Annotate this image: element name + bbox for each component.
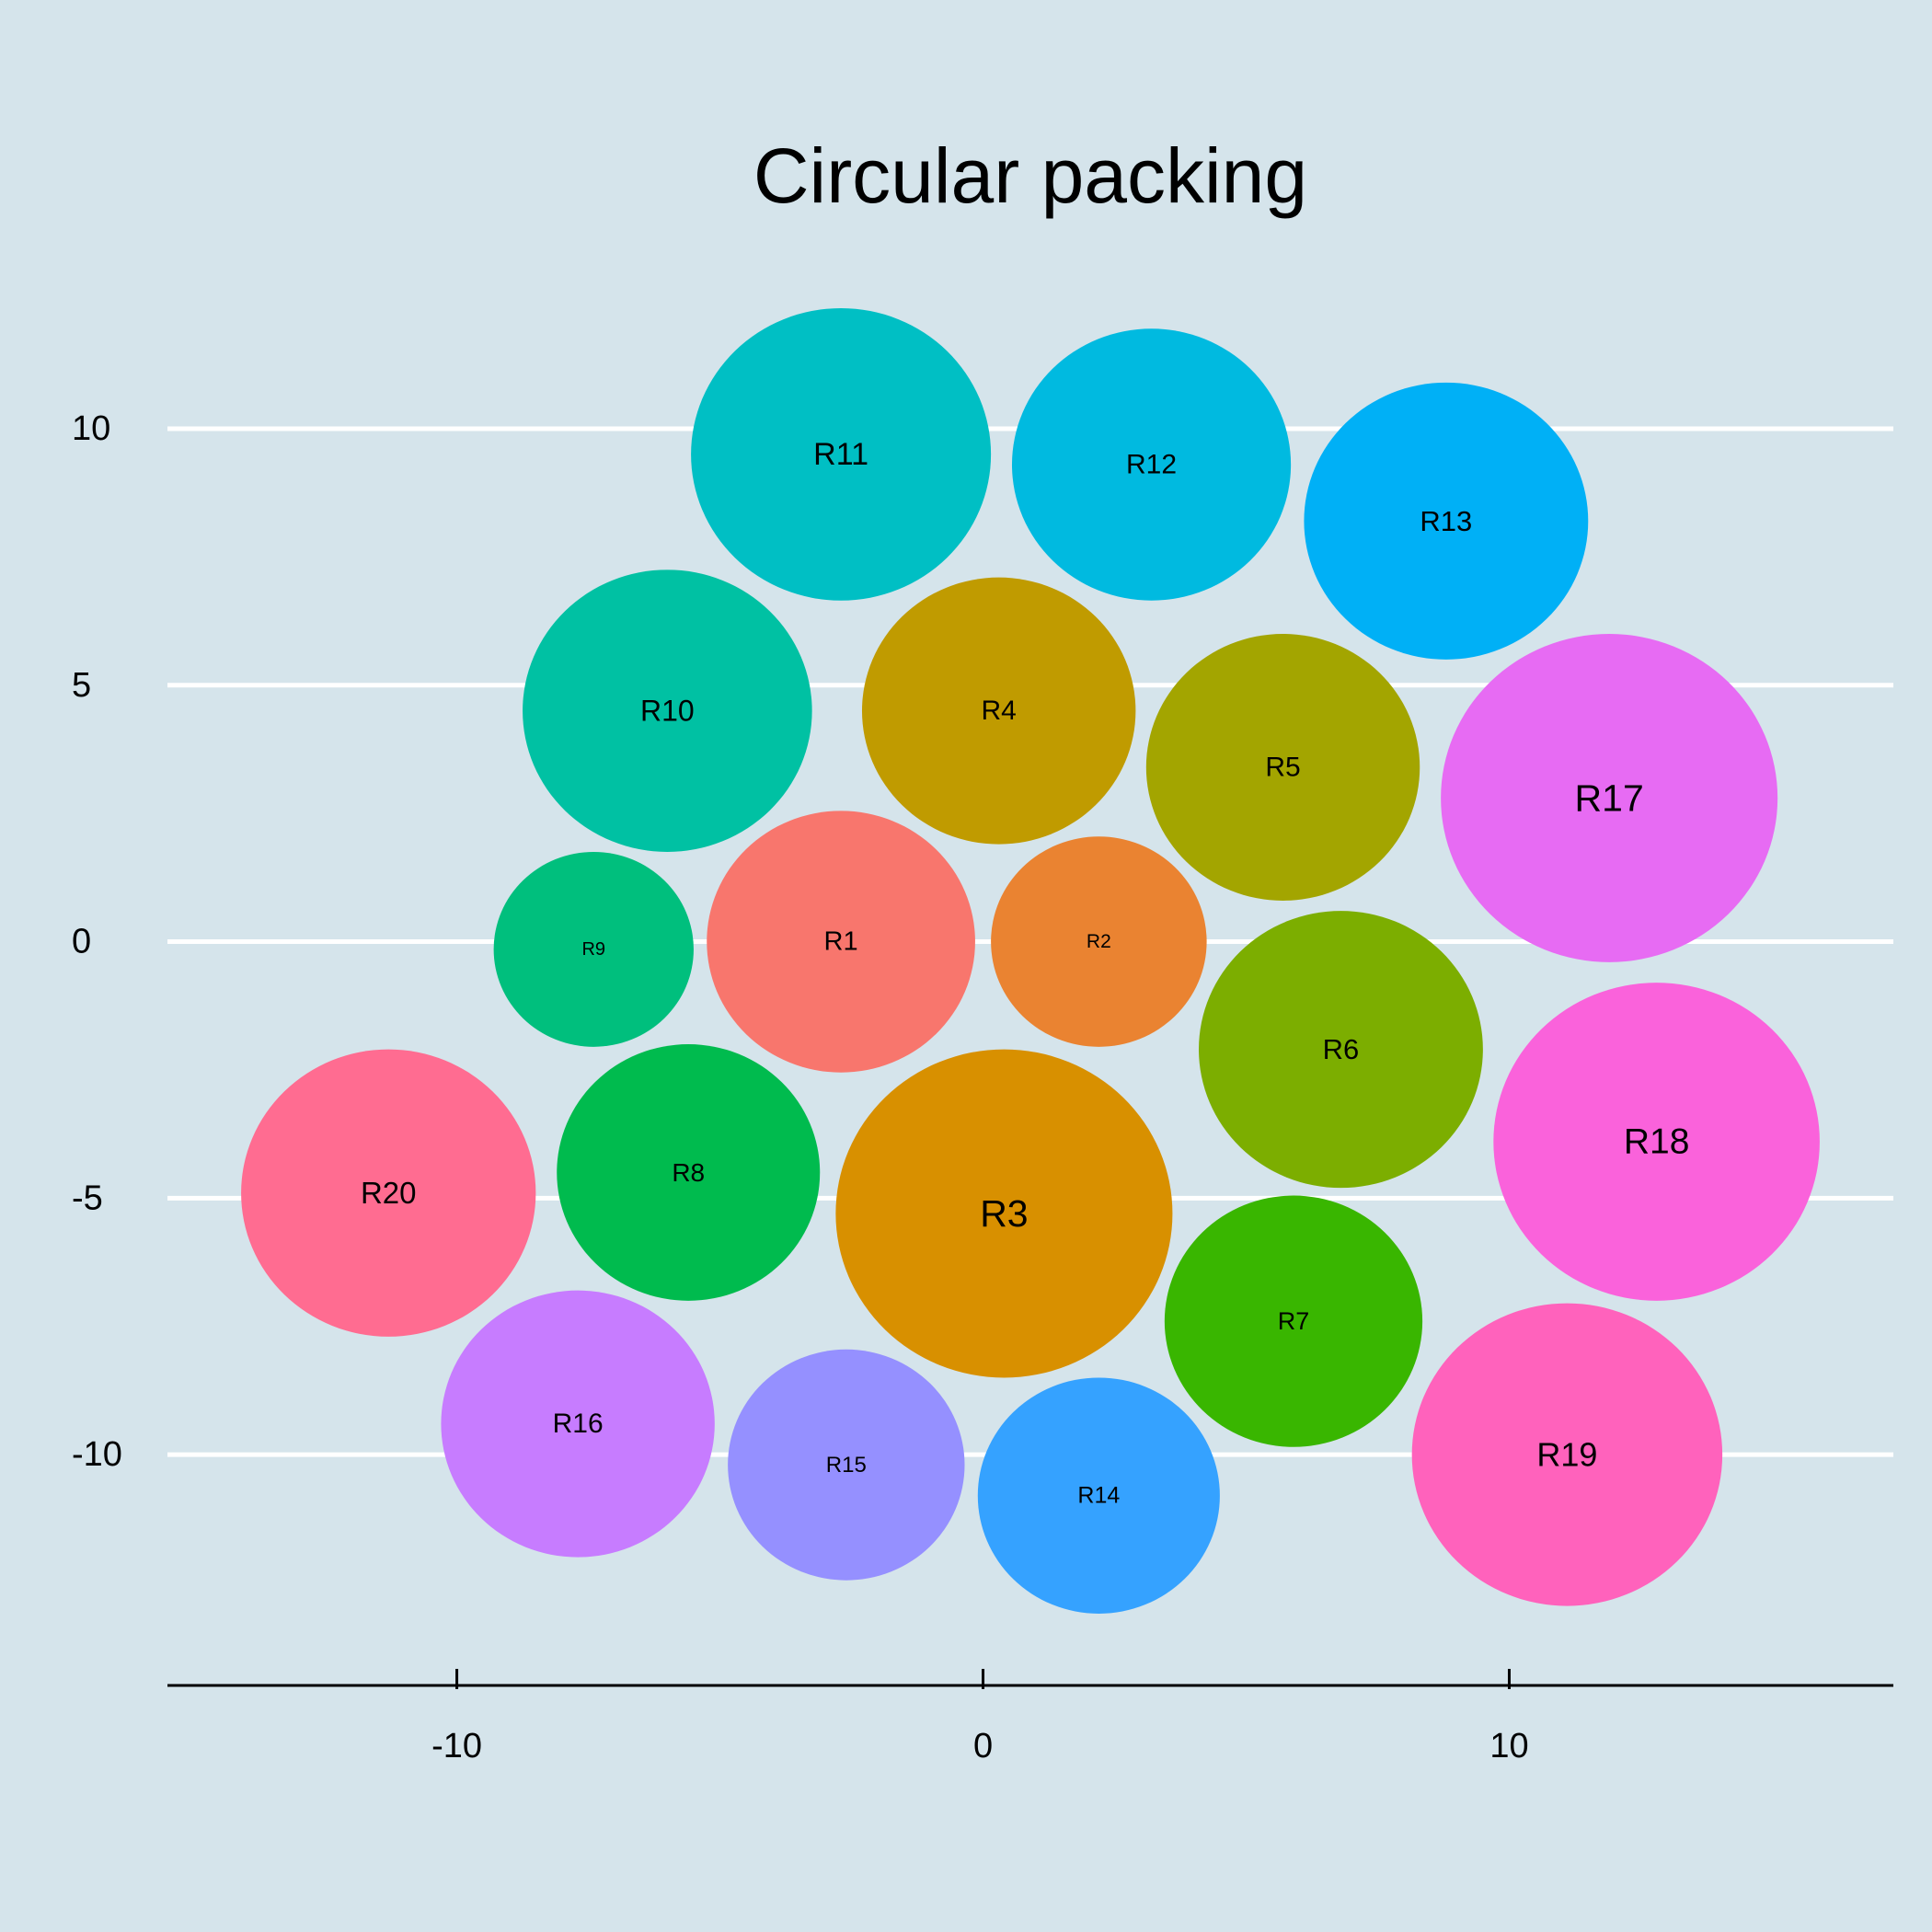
y-tick-label--5: -5 xyxy=(72,1179,103,1217)
bubble-r12: R12 xyxy=(1011,328,1292,601)
bubble-label-r18: R18 xyxy=(1624,1121,1690,1161)
x-tick-label--10: -10 xyxy=(431,1727,482,1765)
bubble-label-r8: R8 xyxy=(672,1158,705,1187)
bubble-r1: R1 xyxy=(707,811,975,1073)
bubble-label-r11: R11 xyxy=(813,437,868,472)
bubble-r19: R19 xyxy=(1411,1303,1723,1606)
bubble-circle-r18 xyxy=(1493,983,1820,1301)
tick-labels: -10 0 10 10 5 0 -5 -10 xyxy=(72,409,1529,1765)
x-tick-label-10: 10 xyxy=(1489,1727,1528,1765)
bubble-circle-r20 xyxy=(241,1049,536,1337)
bubble-r8: R8 xyxy=(557,1044,821,1301)
bubble-circle-r11 xyxy=(691,307,992,601)
bubble-label-r9: R9 xyxy=(581,939,605,960)
bubble-r20: R20 xyxy=(241,1049,536,1337)
bubble-label-r12: R12 xyxy=(1126,450,1177,480)
bubble-r3: R3 xyxy=(835,1049,1173,1378)
bubble-label-r5: R5 xyxy=(1265,752,1300,782)
bubble-r10: R10 xyxy=(523,569,812,852)
bubble-label-r19: R19 xyxy=(1536,1436,1597,1474)
y-tick-label-5: 5 xyxy=(72,666,91,705)
bubble-circle-r16 xyxy=(441,1290,715,1558)
bubble-r5: R5 xyxy=(1145,634,1420,901)
bubble-label-r14: R14 xyxy=(1077,1483,1120,1509)
bubble-r16: R16 xyxy=(441,1290,715,1558)
bubble-layer: R1 R2 R3 R4 R5 R6 R7 R8 R9 R10 R11 R12 R13 R14 R15 R16 R… xyxy=(241,307,1820,1614)
bubble-r9: R9 xyxy=(493,851,694,1047)
bubble-r14: R14 xyxy=(977,1377,1220,1614)
bubble-r17: R17 xyxy=(1441,634,1778,962)
bubble-label-r1: R1 xyxy=(824,927,858,957)
bubble-circle-r15 xyxy=(728,1349,965,1581)
bubble-r7: R7 xyxy=(1164,1195,1423,1447)
y-tick-label-0: 0 xyxy=(72,923,91,961)
bubble-label-r3: R3 xyxy=(980,1192,1028,1235)
bubble-r2: R2 xyxy=(991,836,1207,1047)
bubble-circle-r10 xyxy=(523,569,812,852)
bubble-circle-r17 xyxy=(1441,634,1778,962)
bubble-label-r13: R13 xyxy=(1420,505,1472,537)
bubble-circle-r5 xyxy=(1145,634,1420,901)
bubble-circle-r13 xyxy=(1304,382,1589,660)
bubble-circle-r8 xyxy=(557,1044,821,1301)
bubble-circle-r6 xyxy=(1199,911,1483,1189)
bubble-label-r15: R15 xyxy=(826,1453,867,1478)
bubble-label-r16: R16 xyxy=(553,1409,604,1439)
bubble-circle-r19 xyxy=(1411,1303,1723,1606)
x-tick-label-0: 0 xyxy=(973,1727,993,1765)
bubble-circle-r2 xyxy=(991,836,1207,1047)
bubble-circle-r3 xyxy=(835,1049,1173,1378)
bubble-label-r6: R6 xyxy=(1323,1033,1360,1065)
bubble-label-r20: R20 xyxy=(361,1176,417,1210)
bubble-r4: R4 xyxy=(861,577,1136,845)
bubble-r6: R6 xyxy=(1199,911,1483,1189)
axes xyxy=(167,1669,1893,1689)
bubble-circle-r1 xyxy=(707,811,975,1073)
y-tick-label--10: -10 xyxy=(72,1435,122,1474)
bubble-circle-r14 xyxy=(977,1377,1220,1614)
bubble-label-r17: R17 xyxy=(1575,776,1644,819)
bubble-circle-r12 xyxy=(1011,328,1292,601)
bubble-r11: R11 xyxy=(691,307,992,601)
y-tick-label-10: 10 xyxy=(72,409,110,448)
bubble-circle-r7 xyxy=(1164,1195,1423,1447)
bubble-circle-r9 xyxy=(493,851,694,1047)
bubble-label-r4: R4 xyxy=(982,696,1017,726)
bubble-label-r7: R7 xyxy=(1278,1307,1310,1335)
bubble-label-r2: R2 xyxy=(1087,931,1111,952)
chart-title: Circular packing xyxy=(753,132,1307,219)
bubble-r15: R15 xyxy=(728,1349,965,1581)
bubble-label-r10: R10 xyxy=(640,695,695,728)
bubble-r13: R13 xyxy=(1304,382,1589,660)
bubble-circle-r4 xyxy=(861,577,1136,845)
bubble-r18: R18 xyxy=(1493,983,1820,1301)
